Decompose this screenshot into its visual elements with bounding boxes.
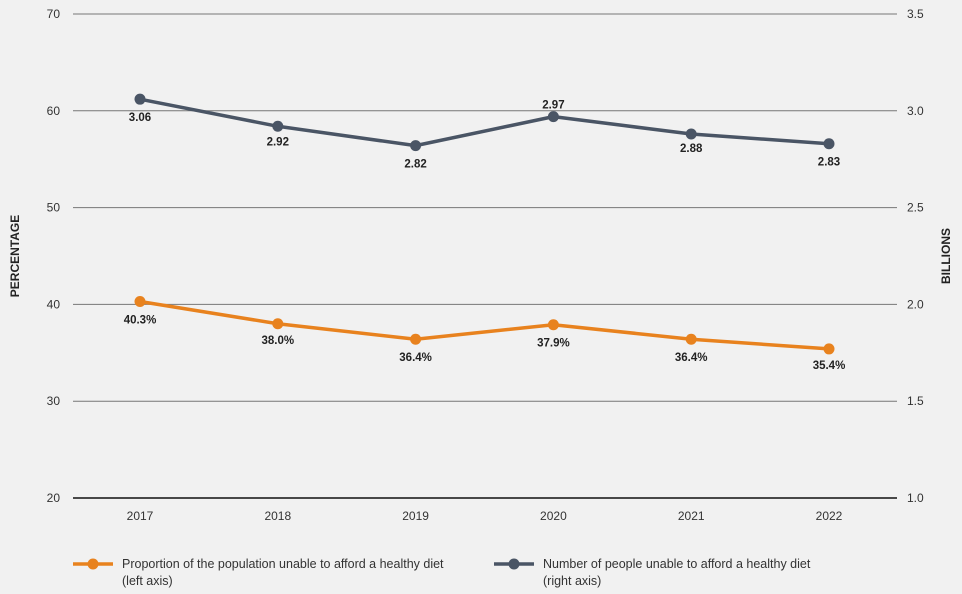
right-tick-label: 3.0 bbox=[907, 104, 924, 118]
x-tick-label: 2021 bbox=[678, 509, 705, 523]
data-label: 36.4% bbox=[675, 352, 708, 364]
data-point bbox=[685, 333, 697, 345]
data-label: 2.92 bbox=[267, 136, 289, 148]
data-point bbox=[547, 319, 559, 331]
left-tick-label: 40 bbox=[47, 297, 61, 311]
data-label: 36.4% bbox=[399, 352, 432, 364]
data-label: 2.88 bbox=[680, 143, 703, 155]
axis-ticks: 20 1.0 30 1.5 40 2.0 50 2.5 60 3.0 70 3.5 2017 2018 20… bbox=[47, 7, 924, 523]
series-line-1 bbox=[139, 97, 830, 148]
legend-swatch-marker bbox=[87, 558, 99, 570]
right-axis-title: BILLIONS bbox=[939, 228, 953, 284]
right-tick-label: 1.5 bbox=[907, 394, 924, 408]
data-label: 2.83 bbox=[818, 157, 840, 169]
x-tick-label: 2018 bbox=[264, 509, 291, 523]
legend: Proportion of the population unable to a… bbox=[73, 557, 811, 588]
data-point bbox=[410, 140, 422, 152]
left-axis-title: PERCENTAGE bbox=[8, 215, 22, 297]
data-label: 35.4% bbox=[813, 360, 846, 372]
right-tick-label: 1.0 bbox=[907, 491, 924, 505]
right-tick-label: 3.5 bbox=[907, 7, 924, 21]
x-tick-label: 2019 bbox=[402, 509, 429, 523]
data-point bbox=[272, 120, 284, 132]
left-tick-label: 20 bbox=[47, 491, 61, 505]
x-tick-label: 2017 bbox=[127, 509, 154, 523]
legend-label-axis: (right axis) bbox=[543, 574, 601, 588]
data-point bbox=[134, 295, 146, 307]
series-line-0 bbox=[139, 299, 830, 351]
data-label: 40.3% bbox=[124, 314, 157, 326]
data-point bbox=[823, 138, 835, 150]
data-label: 38.0% bbox=[261, 335, 294, 347]
left-tick-label: 30 bbox=[47, 394, 61, 408]
legend-label: Proportion of the population unable to a… bbox=[122, 557, 444, 571]
left-tick-label: 70 bbox=[47, 7, 61, 21]
data-point bbox=[823, 343, 835, 355]
left-tick-label: 60 bbox=[47, 104, 61, 118]
data-point bbox=[410, 333, 422, 345]
data-point bbox=[272, 318, 284, 330]
x-tick-label: 2022 bbox=[816, 509, 843, 523]
data-label: 2.97 bbox=[542, 100, 564, 112]
data-label: 2.82 bbox=[404, 159, 426, 171]
legend-label: Number of people unable to afford a heal… bbox=[543, 557, 811, 571]
right-tick-label: 2.5 bbox=[907, 201, 924, 215]
data-label: 3.06 bbox=[129, 112, 151, 124]
right-tick-label: 2.0 bbox=[907, 297, 924, 311]
x-tick-label: 2020 bbox=[540, 509, 567, 523]
legend-swatch-marker bbox=[508, 558, 520, 570]
data-label: 37.9% bbox=[537, 338, 570, 350]
gridlines bbox=[73, 13, 897, 499]
data-point bbox=[685, 128, 697, 140]
series-layer: 40.3% 38.0% 36.4% 37.9% 36.4% 35.4% 3.06 2.92 2.… bbox=[124, 93, 846, 372]
data-point bbox=[134, 93, 146, 105]
data-point bbox=[547, 111, 559, 123]
left-tick-label: 50 bbox=[47, 201, 61, 215]
legend-label-axis: (left axis) bbox=[122, 574, 173, 588]
